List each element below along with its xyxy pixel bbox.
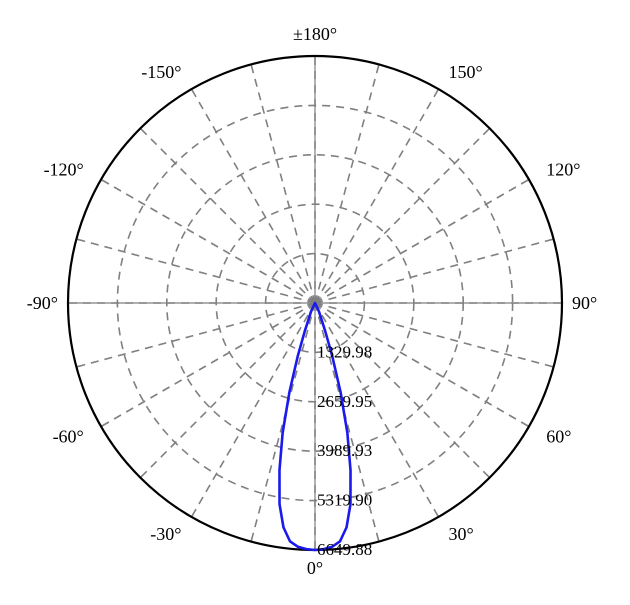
angle-label: 0° (307, 558, 323, 578)
radial-label: 3989.93 (317, 441, 372, 460)
angle-label: 120° (546, 160, 580, 180)
angle-label: -120° (44, 160, 84, 180)
polar-chart: 0° 30° 60° 90° 120° 150° ±180° -150° -120° -90° -6… (0, 0, 630, 605)
angle-label: -60° (53, 427, 84, 447)
angle-label: 150° (449, 62, 483, 82)
angle-label: 60° (546, 427, 571, 447)
radial-label: 5319.90 (317, 491, 372, 510)
angle-label: 30° (449, 524, 474, 544)
angle-label: -150° (141, 62, 181, 82)
angle-label: -90° (27, 293, 58, 313)
radial-label: 1329.98 (317, 342, 372, 361)
radial-label: 2659.95 (317, 392, 372, 411)
radial-label: 6649.88 (317, 540, 372, 559)
angle-label: -30° (150, 524, 181, 544)
angle-label: 90° (572, 293, 597, 313)
angle-label: ±180° (293, 24, 337, 44)
